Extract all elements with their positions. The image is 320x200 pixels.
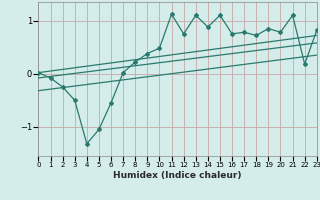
X-axis label: Humidex (Indice chaleur): Humidex (Indice chaleur) <box>113 171 242 180</box>
